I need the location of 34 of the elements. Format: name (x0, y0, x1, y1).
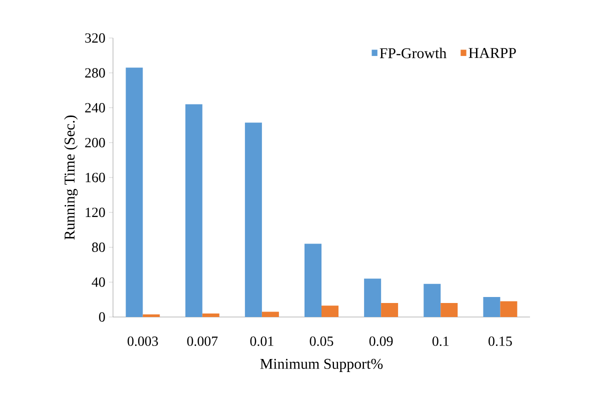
x-tick-label: 0.003 (128, 336, 158, 346)
bar (304, 244, 322, 317)
x-tick-label: 0.1 (432, 336, 449, 346)
x-axis-title: Minimum Support% (260, 358, 383, 372)
bar (424, 284, 441, 317)
y-tick-label: 200 (85, 138, 105, 148)
bar (440, 303, 458, 317)
bar (202, 314, 220, 317)
bar (244, 122, 262, 317)
y-tick-label: 280 (85, 68, 105, 78)
bar (126, 68, 143, 317)
bar (185, 104, 202, 317)
legend-label: FP-Growth (380, 48, 446, 58)
y-tick-label: 320 (85, 33, 105, 43)
y-axis-title: Running Time (Sec.) (64, 116, 78, 240)
bar (142, 314, 160, 317)
y-tick-label: 120 (86, 208, 105, 218)
x-tick-label: 0.09 (369, 336, 393, 346)
x-tick-label: 0.15 (488, 336, 512, 346)
y-tick-label: 40 (92, 277, 105, 287)
bar (381, 303, 398, 317)
bar (483, 296, 500, 317)
bar (364, 278, 382, 317)
x-tick-label: 0.01 (250, 336, 274, 346)
y-tick-label: 80 (92, 242, 105, 252)
y-tick-label: 240 (85, 103, 105, 112)
bar (500, 301, 518, 317)
x-tick-label: 0.007 (187, 336, 218, 346)
y-tick-label: 160 (86, 172, 105, 182)
y-tick-label: 0 (99, 312, 105, 322)
bar (262, 312, 279, 317)
bar (322, 306, 339, 317)
legend-label: HARPP (468, 48, 516, 58)
x-tick-label: 0.05 (310, 336, 334, 346)
